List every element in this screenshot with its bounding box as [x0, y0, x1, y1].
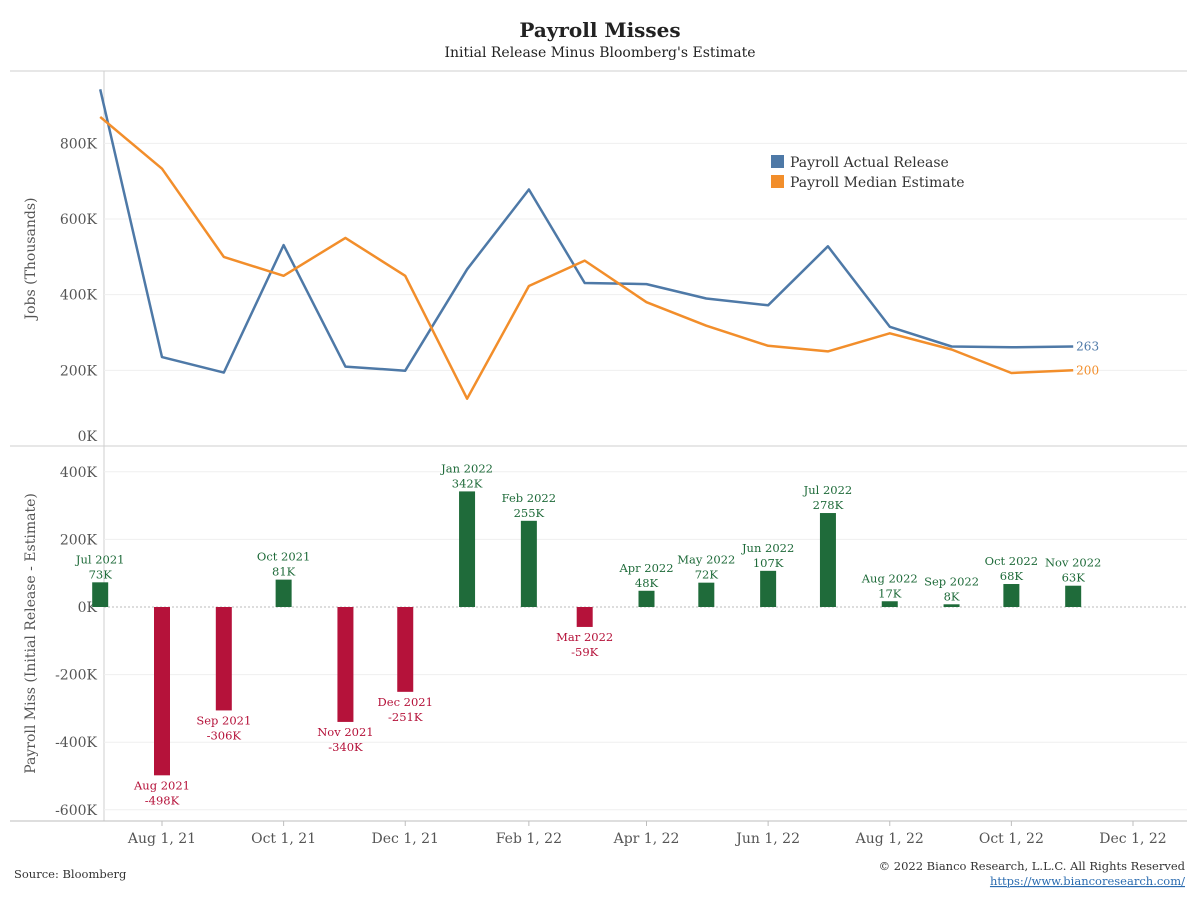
bar-value-label: 8K [944, 589, 960, 603]
x-tick-label: Dec 1, 21 [372, 831, 439, 847]
x-tick-label: Jun 1, 22 [734, 831, 800, 847]
bar-value-label: 342K [452, 476, 483, 490]
x-tick-label: Aug 1, 21 [127, 831, 196, 847]
median-estimate-line [99, 115, 1074, 400]
bar-category-label: Jul 2021 [75, 552, 125, 566]
bar-category-label: Sep 2022 [924, 574, 979, 588]
series-end-label: 263 [1076, 340, 1099, 354]
bar-category-label: Feb 2022 [502, 491, 556, 505]
bar-value-label: -498K [145, 793, 180, 807]
y-tick-label: -600K [55, 803, 97, 819]
bar [275, 579, 292, 607]
legend-label: Payroll Median Estimate [790, 175, 965, 191]
bar-category-label: May 2022 [677, 553, 735, 567]
y-tick-label: 400K [60, 288, 98, 304]
legend-label: Payroll Actual Release [790, 155, 949, 171]
bar [576, 607, 593, 627]
bar-category-label: Apr 2022 [618, 561, 673, 575]
y-tick-label: 400K [60, 465, 98, 481]
bar [215, 607, 232, 711]
bar [1003, 584, 1020, 607]
x-tick-label: Aug 1, 22 [855, 831, 924, 847]
bar-value-label: 107K [753, 556, 784, 570]
bar-category-label: Aug 2022 [861, 571, 918, 585]
bar-category-label: Oct 2022 [985, 554, 1038, 568]
bar [638, 590, 655, 607]
bar-value-label: 68K [1000, 569, 1024, 583]
bar-category-label: Nov 2021 [317, 725, 373, 739]
chart-subtitle: Initial Release Minus Bloomberg's Estima… [444, 45, 755, 61]
source-note: Source: Bloomberg [14, 867, 127, 881]
y-axis-title: Jobs (Thousands) [23, 197, 39, 321]
bar-category-label: Aug 2021 [133, 778, 190, 792]
bar-category-label: Sep 2021 [196, 713, 251, 727]
bar [154, 607, 170, 776]
bar-value-label: 81K [272, 565, 296, 579]
bar [397, 607, 414, 692]
x-tick-label: Oct 1, 22 [979, 831, 1044, 847]
x-tick-label: Dec 1, 22 [1099, 831, 1166, 847]
bar [520, 520, 537, 607]
bar-value-label: 48K [635, 576, 659, 590]
bar [337, 607, 354, 722]
bar-category-label: Jun 2022 [741, 541, 794, 555]
y-axis-title: Payroll Miss (Initial Release - Estimate… [23, 493, 39, 774]
y-tick-label: -400K [55, 735, 97, 751]
bar-category-label: Oct 2021 [257, 550, 310, 564]
x-axis: Aug 1, 21 Oct 1, 21 Dec 1, 21 Feb 1, 22 Apr … [127, 821, 1167, 847]
bar [92, 582, 109, 607]
bar [698, 582, 715, 607]
y-tick-label: 200K [60, 363, 98, 379]
bar [881, 601, 898, 607]
legend-swatch [771, 175, 784, 188]
bar-value-label: -59K [571, 645, 599, 659]
x-tick-label: Apr 1, 22 [613, 831, 680, 847]
y-tick-label: -200K [55, 668, 97, 684]
bar-value-label: -251K [388, 710, 423, 724]
line-panel: 0K 200K 400K 600K 800K Jobs (Thousands) 263 200… [10, 70, 1187, 821]
bar [1065, 585, 1082, 607]
bar-value-label: 73K [89, 567, 113, 581]
bar-category-label: Jul 2022 [803, 483, 853, 497]
y-tick-label: 600K [60, 212, 98, 228]
bar-value-label: -340K [328, 740, 363, 754]
bar-value-label: -306K [207, 728, 242, 742]
actual-release-line [98, 89, 1074, 374]
y-tick-label: 800K [60, 136, 98, 152]
bar-category-label: Jan 2022 [440, 461, 493, 475]
bar [819, 513, 836, 607]
bar [760, 570, 777, 607]
bar-value-label: 17K [878, 586, 902, 600]
x-tick-label: Oct 1, 21 [251, 831, 316, 847]
copyright-note: © 2022 Bianco Research, L.L.C. All Right… [879, 859, 1186, 873]
bar-value-label: 63K [1062, 571, 1086, 585]
y-tick-label: 0K [78, 429, 98, 445]
x-tick-label: Feb 1, 22 [496, 831, 562, 847]
bar-value-label: 72K [695, 568, 719, 582]
bar-category-label: Dec 2021 [378, 695, 433, 709]
bar [459, 491, 476, 607]
chart-title: Payroll Misses [519, 18, 680, 42]
series-end-label: 200 [1076, 363, 1099, 377]
bar-value-label: 255K [514, 506, 545, 520]
bar [943, 604, 960, 607]
website-link[interactable]: https://www.biancoresearch.com/ [990, 874, 1185, 888]
bar-category-label: Mar 2022 [556, 630, 613, 644]
legend-swatch [771, 155, 784, 168]
y-tick-label: 200K [60, 532, 98, 548]
bar-value-label: 278K [813, 498, 844, 512]
bar-category-label: Nov 2022 [1045, 556, 1101, 570]
